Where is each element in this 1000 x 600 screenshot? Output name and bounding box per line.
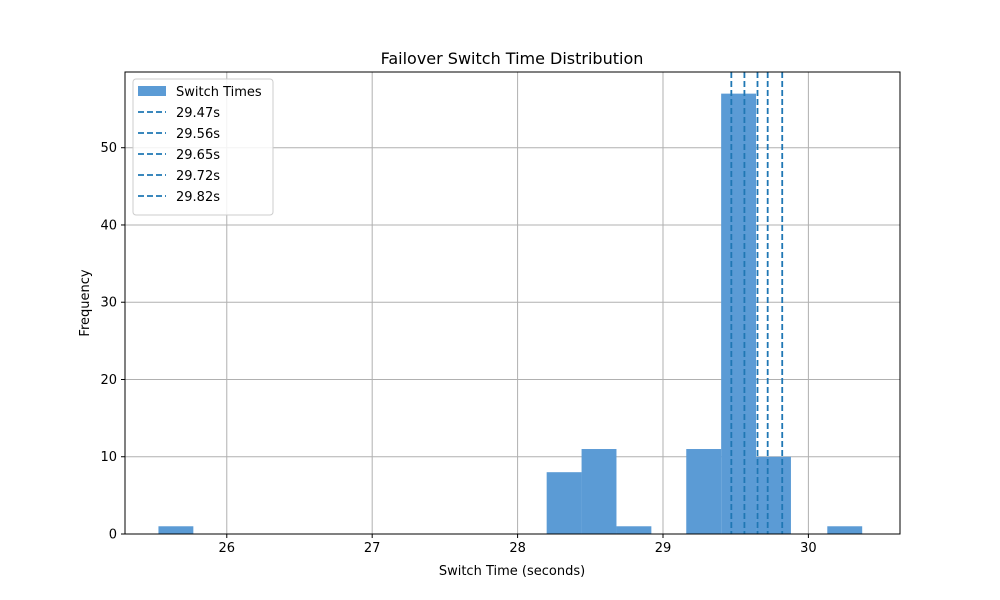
- legend: Switch Times 29.47s 29.56s 29.65s 29.72s 29.8…: [132, 78, 274, 216]
- histogram-bar: [158, 526, 194, 534]
- y-tick-label: 10: [100, 450, 117, 465]
- histogram-bar: [581, 449, 617, 534]
- histogram-bar: [686, 449, 722, 534]
- legend-label: Switch Times: [176, 85, 262, 100]
- x-tick-label: 29: [655, 541, 672, 556]
- plot-frame: [124, 71, 901, 535]
- x-tick-label: 30: [800, 541, 817, 556]
- legend-label: 29.65s: [176, 148, 220, 163]
- histogram-bar: [721, 93, 757, 534]
- y-tick-label: 0: [109, 528, 117, 543]
- y-tick-label: 20: [100, 373, 117, 388]
- reference-lines: [730, 72, 784, 534]
- x-tick-label: 28: [509, 541, 526, 556]
- histogram-bar: [546, 472, 582, 534]
- histogram-bar: [756, 456, 791, 534]
- legend-swatch-bar: [138, 86, 166, 96]
- legend-label: 29.72s: [176, 169, 220, 184]
- legend-box: [132, 78, 274, 216]
- y-tick-label: 30: [100, 296, 117, 311]
- y-tick-label: 50: [100, 141, 117, 156]
- x-axis-ticks: 26 27 28 29 30: [219, 534, 817, 556]
- legend-label: 29.56s: [176, 127, 220, 142]
- chart-title: Failover Switch Time Distribution: [381, 49, 644, 68]
- x-axis-label: Switch Time (seconds): [439, 564, 585, 579]
- y-axis-label: Frequency: [78, 269, 93, 336]
- legend-label: 29.82s: [176, 190, 220, 205]
- x-tick-label: 26: [219, 541, 236, 556]
- legend-label: 29.47s: [176, 106, 220, 121]
- x-tick-label: 27: [364, 541, 381, 556]
- histogram-bar: [616, 526, 652, 534]
- y-axis-ticks: 0 10 20 30 40 50: [100, 141, 125, 543]
- y-tick-label: 40: [100, 218, 117, 233]
- histogram-bar: [827, 526, 863, 534]
- histogram-bars: [158, 93, 863, 534]
